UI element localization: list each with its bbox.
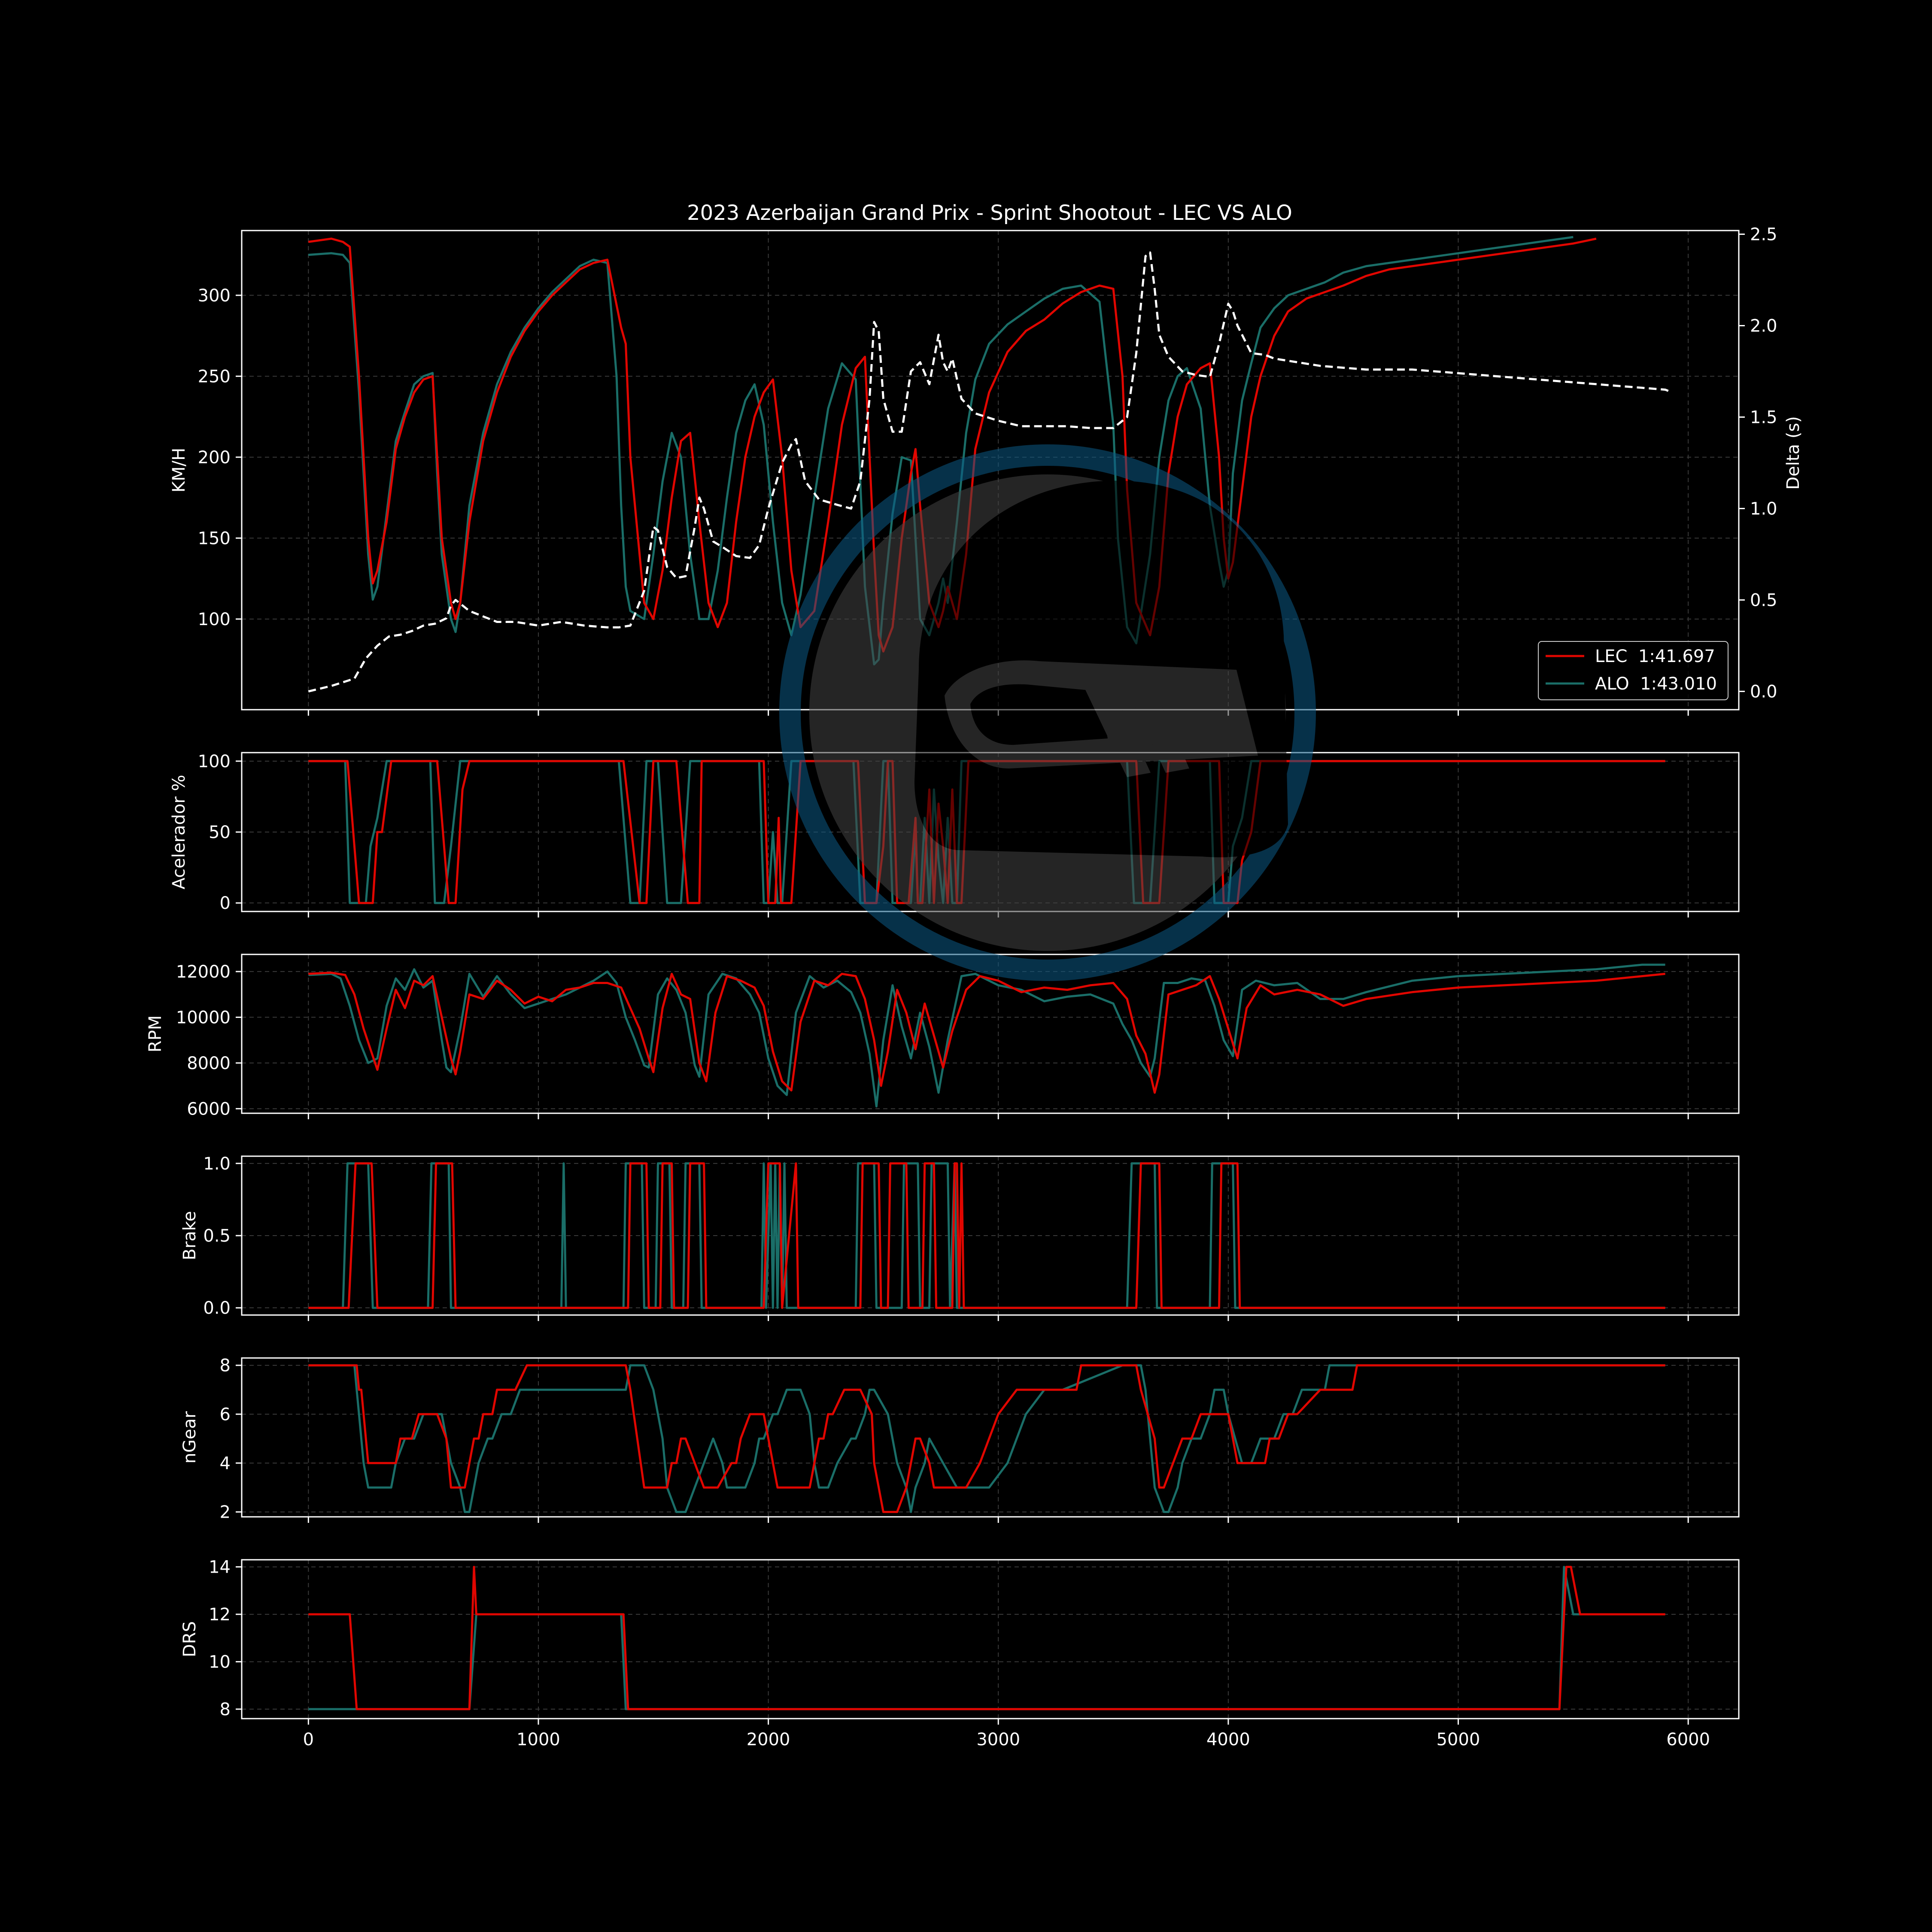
y-tick-label: 50 xyxy=(209,823,231,842)
panel-frame xyxy=(241,1559,1740,1719)
x-tick-label: 0 xyxy=(303,1730,314,1750)
panel-rpm: 6000 8000 10000 12000 RPM xyxy=(146,954,1740,1119)
lec-brake-line xyxy=(308,1162,1665,1309)
delta-speed-line xyxy=(308,251,1671,693)
y2-tick-label: 0.5 xyxy=(1750,590,1777,610)
helmet-stripe-1 xyxy=(1082,678,1151,777)
y-tick-label: 8 xyxy=(220,1700,231,1719)
y-tick-label: 100 xyxy=(198,752,231,772)
y-tick-label: 0.5 xyxy=(203,1226,231,1246)
lec-gear-line xyxy=(308,1364,1665,1513)
panel-drs: 8 10 12 14 0 1000 2000 3000 4000 5000 6000 DRS xyxy=(180,1558,1740,1750)
y2-tick-label: 1.0 xyxy=(1750,499,1777,519)
legend-box xyxy=(1538,641,1728,700)
helmet-visor-inner xyxy=(970,684,1108,745)
x-tick-label: 5000 xyxy=(1437,1730,1480,1750)
x-tick-label: 4000 xyxy=(1206,1730,1250,1750)
panel-frame xyxy=(241,1357,1740,1518)
helmet-stripe-2 xyxy=(1121,670,1189,773)
y-tick-label: 12 xyxy=(209,1605,231,1625)
y2-tick-label: 0.0 xyxy=(1750,682,1777,702)
panel-brake: 0.0 0.5 1.0 Brake xyxy=(180,1154,1740,1321)
y-tick-label: 6 xyxy=(220,1405,231,1425)
x-tick-label: 3000 xyxy=(976,1730,1020,1750)
y-tick-label: 4 xyxy=(220,1454,231,1473)
y-tick-label: 6000 xyxy=(187,1099,231,1119)
y2-tick-label: 2.5 xyxy=(1750,225,1777,245)
y-axis-label: nGear xyxy=(180,1411,200,1463)
y-axis-label: KM/H xyxy=(169,448,189,492)
legend: LEC 1:41.697 ALO 1:43.010 xyxy=(1538,641,1728,700)
y-tick-label: 12000 xyxy=(176,962,231,982)
y-axis-label: Brake xyxy=(180,1211,200,1261)
legend-label-alo: ALO 1:43.010 xyxy=(1595,674,1717,694)
y-tick-label: 150 xyxy=(198,529,231,548)
watermark-logo xyxy=(779,444,1316,981)
lec-drs-line xyxy=(308,1566,1665,1710)
y-tick-label: 0.0 xyxy=(203,1298,231,1318)
y2-tick-label: 1.5 xyxy=(1750,407,1777,427)
y-tick-label: 10000 xyxy=(176,1008,231,1027)
chart-title: 2023 Azerbaijan Grand Prix - Sprint Shoo… xyxy=(687,201,1292,225)
y-tick-label: 250 xyxy=(198,367,231,386)
y2-tick-label: 2.0 xyxy=(1750,316,1777,336)
x-tick-label: 6000 xyxy=(1666,1730,1710,1750)
y-tick-label: 8000 xyxy=(187,1054,231,1073)
y-tick-label: 14 xyxy=(209,1558,231,1577)
y-tick-label: 300 xyxy=(198,286,231,306)
y-tick-label: 0 xyxy=(220,893,231,913)
lec-rpm-line xyxy=(308,972,1665,1094)
y2-axis-label: Delta (s) xyxy=(1783,416,1803,489)
panel-gear: 2 4 6 8 nGear xyxy=(180,1356,1740,1523)
y-axis-label: RPM xyxy=(146,1015,165,1052)
watermark-ring xyxy=(779,444,1316,981)
y-tick-label: 2 xyxy=(220,1503,231,1522)
y-tick-label: 10 xyxy=(209,1652,231,1672)
panel-speed: 100 150 200 250 300 KM/H 0.0 0.5 1.0 1.5 2.0 2.5 Del… xyxy=(169,225,1803,716)
y-tick-label: 200 xyxy=(198,448,231,468)
legend-label-lec: LEC 1:41.697 xyxy=(1595,647,1715,666)
x-tick-label: 2000 xyxy=(747,1730,790,1750)
alo-rpm-line xyxy=(308,963,1665,1108)
x-tick-label: 1000 xyxy=(516,1730,560,1750)
y-axis-label: DRS xyxy=(180,1621,200,1657)
y-tick-label: 100 xyxy=(198,610,231,629)
y-axis-label: Acelerador % xyxy=(169,775,189,890)
y-tick-label: 1.0 xyxy=(203,1154,231,1174)
panel-frame xyxy=(241,1155,1740,1316)
y-tick-label: 8 xyxy=(220,1356,231,1376)
alo-drs-line xyxy=(308,1566,1665,1710)
alo-brake-line xyxy=(308,1162,1665,1309)
